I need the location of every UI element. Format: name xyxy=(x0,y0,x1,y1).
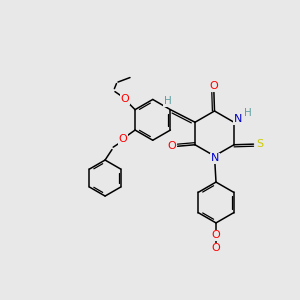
Text: O: O xyxy=(212,230,220,241)
Text: H: H xyxy=(244,108,251,118)
Text: S: S xyxy=(256,139,263,149)
Text: O: O xyxy=(120,94,129,104)
Text: N: N xyxy=(233,114,242,124)
Text: H: H xyxy=(164,96,171,106)
Text: O: O xyxy=(212,243,220,253)
Text: N: N xyxy=(211,153,219,163)
Text: O: O xyxy=(212,230,220,241)
Text: O: O xyxy=(167,141,176,151)
Text: O: O xyxy=(119,134,128,144)
Text: O: O xyxy=(209,81,218,92)
